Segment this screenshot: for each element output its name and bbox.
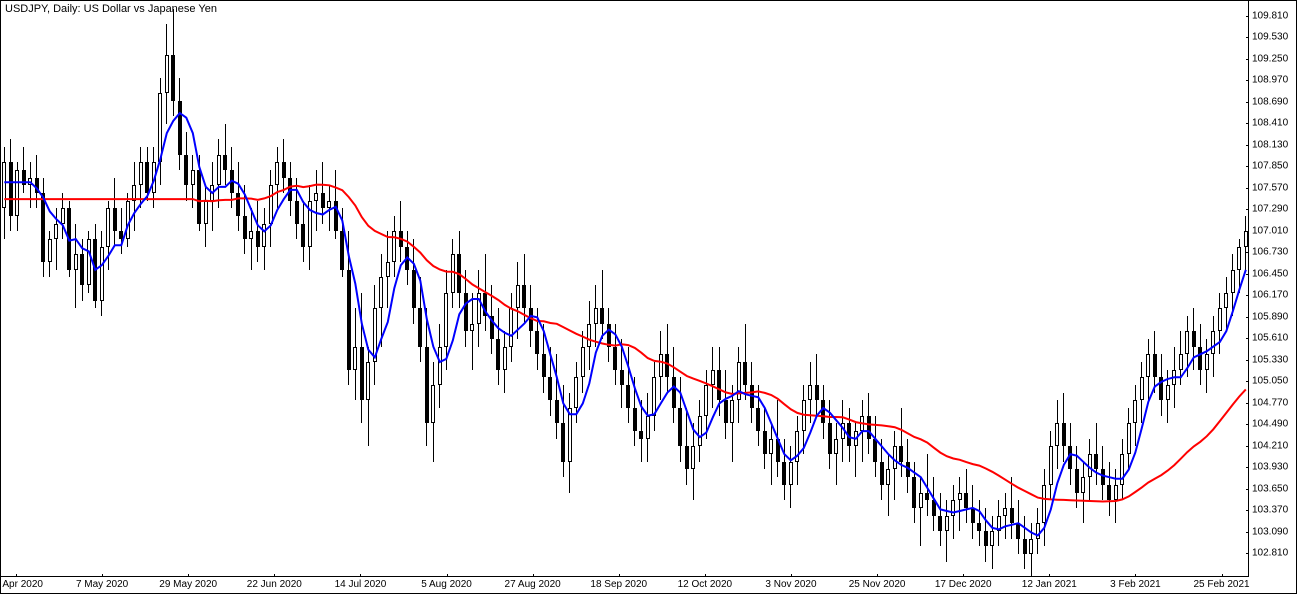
chart-title: USDJPY, Daily: US Dollar vs Japanese Yen bbox=[5, 3, 217, 15]
x-tick-label: 12 Jan 2021 bbox=[1022, 579, 1077, 590]
x-tick-label: 3 Feb 2021 bbox=[1110, 579, 1161, 590]
y-tick-label: 103.930 bbox=[1252, 462, 1288, 473]
y-tick-label: 104.210 bbox=[1252, 440, 1288, 451]
x-tick-label: 25 Nov 2020 bbox=[849, 579, 906, 590]
y-tick-label: 103.650 bbox=[1252, 483, 1288, 494]
x-tick-label: 5 Aug 2020 bbox=[421, 579, 472, 590]
y-tick-label: 104.490 bbox=[1252, 419, 1288, 430]
y-tick-label: 103.370 bbox=[1252, 505, 1288, 516]
chart-container[interactable]: USDJPY, Daily: US Dollar vs Japanese Yen… bbox=[0, 0, 1297, 594]
y-tick-label: 104.770 bbox=[1252, 397, 1288, 408]
y-tick-label: 108.690 bbox=[1252, 96, 1288, 107]
x-tick-label: 14 Jul 2020 bbox=[335, 579, 387, 590]
y-tick-label: 105.890 bbox=[1252, 311, 1288, 322]
y-tick-label: 105.610 bbox=[1252, 333, 1288, 344]
y-tick-label: 105.050 bbox=[1252, 376, 1288, 387]
x-tick-label: 15 Apr 2020 bbox=[0, 579, 43, 590]
y-tick-label: 106.730 bbox=[1252, 247, 1288, 258]
ma-slow-line bbox=[4, 185, 1246, 502]
plot-area[interactable] bbox=[1, 1, 1249, 577]
y-tick-label: 109.250 bbox=[1252, 53, 1288, 64]
x-tick-label: 7 May 2020 bbox=[76, 579, 128, 590]
y-tick-label: 109.530 bbox=[1252, 32, 1288, 43]
x-axis: 15 Apr 2020 7 May 2020 29 May 2020 22 Jun 2… bbox=[1, 576, 1249, 593]
y-tick-label: 108.410 bbox=[1252, 118, 1288, 129]
x-tick-label: 22 Jun 2020 bbox=[247, 579, 302, 590]
y-tick-label: 102.810 bbox=[1252, 548, 1288, 559]
y-tick-label: 108.130 bbox=[1252, 139, 1288, 150]
y-tick-label: 103.090 bbox=[1252, 526, 1288, 537]
x-tick-label: 12 Oct 2020 bbox=[678, 579, 732, 590]
x-tick-label: 17 Dec 2020 bbox=[935, 579, 992, 590]
x-tick-label: 18 Sep 2020 bbox=[590, 579, 647, 590]
y-tick-label: 109.810 bbox=[1252, 10, 1288, 21]
x-tick-label: 27 Aug 2020 bbox=[505, 579, 561, 590]
y-axis: 109.810 109.530 109.250 108.970 108.690 108.4… bbox=[1248, 1, 1296, 577]
y-tick-label: 107.850 bbox=[1252, 161, 1288, 172]
y-tick-label: 105.330 bbox=[1252, 354, 1288, 365]
x-tick-label: 25 Feb 2021 bbox=[1193, 579, 1249, 590]
x-tick-label: 3 Nov 2020 bbox=[765, 579, 816, 590]
y-tick-label: 108.970 bbox=[1252, 75, 1288, 86]
y-tick-label: 107.010 bbox=[1252, 225, 1288, 236]
y-tick-label: 106.450 bbox=[1252, 268, 1288, 279]
moving-average-lines bbox=[1, 1, 1249, 577]
x-tick-label: 29 May 2020 bbox=[159, 579, 217, 590]
y-tick-label: 106.170 bbox=[1252, 290, 1288, 301]
y-tick-label: 107.570 bbox=[1252, 182, 1288, 193]
y-tick-label: 107.290 bbox=[1252, 204, 1288, 215]
